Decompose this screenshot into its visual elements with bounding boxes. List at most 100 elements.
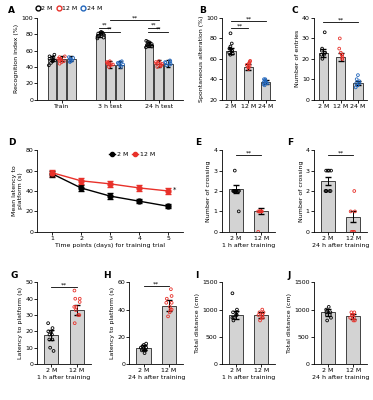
Point xyxy=(48,328,54,334)
Bar xyxy=(106,64,115,100)
Point xyxy=(350,229,355,235)
Point xyxy=(234,188,240,194)
Point xyxy=(233,312,239,318)
Bar xyxy=(47,59,56,100)
Point xyxy=(143,340,149,347)
Point xyxy=(140,343,145,350)
Point xyxy=(234,306,240,313)
Point xyxy=(153,60,159,67)
Point xyxy=(230,188,236,194)
Point xyxy=(75,312,81,318)
Point xyxy=(58,56,64,63)
Bar xyxy=(164,64,173,100)
Point xyxy=(72,296,78,302)
Point xyxy=(350,317,356,324)
Y-axis label: Number of entries: Number of entries xyxy=(295,30,300,88)
Point xyxy=(354,76,360,82)
X-axis label: Time points (days) for training trial: Time points (days) for training trial xyxy=(55,243,165,248)
X-axis label: 24 h after training: 24 h after training xyxy=(128,375,185,380)
Text: H: H xyxy=(103,270,110,280)
Point xyxy=(51,348,57,354)
Point xyxy=(325,167,331,174)
Point xyxy=(49,336,55,343)
Point xyxy=(72,287,78,294)
Point xyxy=(259,306,265,313)
Point xyxy=(141,344,147,351)
Bar xyxy=(347,316,360,364)
Point xyxy=(162,59,168,65)
Point xyxy=(117,59,123,65)
Point xyxy=(149,42,155,49)
Point xyxy=(169,293,175,299)
Point xyxy=(357,80,363,86)
Point xyxy=(155,60,161,66)
Point xyxy=(227,52,233,58)
Point xyxy=(154,64,160,70)
Bar xyxy=(162,306,176,364)
Point xyxy=(261,81,267,88)
Point xyxy=(228,30,233,36)
Point xyxy=(352,317,358,324)
Y-axis label: Latency to platform (s): Latency to platform (s) xyxy=(110,287,115,359)
Bar xyxy=(154,64,163,100)
Point xyxy=(236,188,242,194)
Point xyxy=(159,60,165,67)
Point xyxy=(326,304,332,310)
Point xyxy=(231,314,237,321)
Point xyxy=(257,208,263,215)
Point xyxy=(351,229,357,235)
Text: A: A xyxy=(8,6,15,15)
Point xyxy=(263,78,269,84)
Point xyxy=(258,314,264,321)
Point xyxy=(142,350,148,356)
Point xyxy=(339,56,345,62)
Text: I: I xyxy=(195,270,198,280)
Point xyxy=(352,208,358,215)
Point xyxy=(260,309,266,316)
Point xyxy=(59,59,65,65)
Point xyxy=(168,286,174,292)
Point xyxy=(339,52,345,58)
Point xyxy=(57,60,63,67)
Text: **: ** xyxy=(156,27,161,32)
Point xyxy=(143,44,149,50)
Point xyxy=(147,39,153,46)
Point xyxy=(71,304,77,310)
Point xyxy=(232,188,238,194)
Bar xyxy=(44,335,58,364)
Point xyxy=(229,48,235,54)
Point xyxy=(348,309,354,316)
Y-axis label: Number of crossing: Number of crossing xyxy=(298,160,304,222)
Point xyxy=(245,64,251,70)
Point xyxy=(52,57,58,64)
Point xyxy=(149,43,155,50)
Point xyxy=(247,60,253,66)
Point xyxy=(351,309,357,316)
Point xyxy=(351,188,357,194)
Point xyxy=(356,78,362,84)
Bar xyxy=(319,53,328,100)
Point xyxy=(234,312,240,318)
Point xyxy=(260,312,266,318)
Point xyxy=(117,62,123,68)
Point xyxy=(107,62,113,68)
Point xyxy=(145,38,151,45)
Point xyxy=(163,62,169,68)
Point xyxy=(77,299,83,305)
Point xyxy=(229,48,235,54)
Bar xyxy=(254,315,268,364)
Point xyxy=(48,60,54,66)
Point xyxy=(255,208,261,215)
Point xyxy=(226,50,232,56)
Point xyxy=(323,167,329,174)
Point xyxy=(244,62,250,68)
Point xyxy=(319,48,325,54)
Point xyxy=(228,46,233,52)
Y-axis label: Number of crossing: Number of crossing xyxy=(206,160,211,222)
Point xyxy=(165,313,171,320)
Point xyxy=(257,309,263,316)
Point xyxy=(353,80,359,86)
Point xyxy=(66,54,72,60)
Point xyxy=(50,56,56,62)
Point xyxy=(322,50,327,56)
